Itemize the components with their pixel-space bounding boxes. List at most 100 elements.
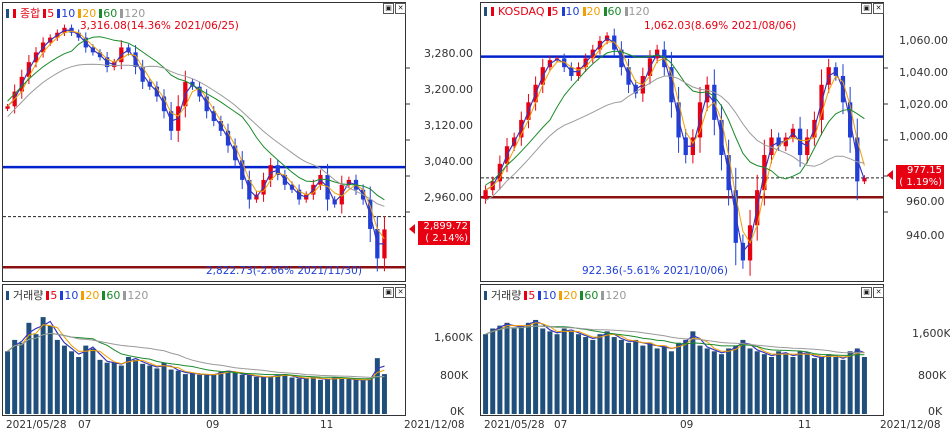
volume-bar — [626, 342, 632, 414]
volume-bar — [282, 374, 288, 414]
volume-bar — [597, 334, 603, 414]
volume-bar — [718, 354, 724, 414]
low-annotation: 2,822.73(-2.66% 2021/11/30) — [206, 265, 362, 277]
volume-tick: 800K — [918, 369, 947, 382]
legend-title: 거래량 — [491, 289, 522, 302]
ma60-line — [485, 50, 865, 186]
ma10-line — [485, 37, 865, 253]
volume-bar — [211, 374, 217, 414]
legend-ma10: 10 — [61, 6, 76, 20]
volume-bar — [168, 369, 174, 414]
price-tick: 1,060.00 — [899, 34, 948, 47]
volume-bar — [232, 372, 238, 414]
volume-tick: 0K — [928, 405, 943, 418]
low-annotation: 922.36(-5.61% 2021/10/06) — [582, 265, 728, 277]
x-label: 2021/12/08 — [880, 419, 941, 431]
x-label: 2021/12/08 — [404, 419, 465, 431]
legend-ma5: 5 — [528, 288, 536, 302]
volume-bar — [733, 345, 739, 414]
price-tick: 960.00 — [906, 195, 945, 208]
volume-bar — [61, 345, 67, 414]
volume-bar — [690, 331, 696, 414]
legend-ma60: 60 — [607, 5, 622, 18]
legend-ma20: 20 — [563, 288, 578, 302]
volume-bar — [654, 348, 660, 414]
left-price-legend: 종합 5 10 20 60 120 — [6, 5, 145, 21]
right-volume-legend: 거래량 5 10 20 60 120 — [484, 287, 626, 303]
volume-bar — [47, 325, 53, 414]
volume-bar — [296, 378, 302, 414]
volume-bar — [790, 357, 796, 414]
volume-bar — [511, 328, 517, 414]
volume-bar — [840, 359, 846, 414]
legend-ma120: 120 — [124, 6, 146, 20]
last-change-badge: ( 1.19%) — [896, 177, 944, 189]
volume-bar — [804, 354, 810, 414]
legend-ma120: 120 — [628, 5, 650, 18]
last-price-marker — [887, 170, 893, 180]
volume-bar — [783, 354, 789, 414]
volume-bar — [261, 377, 267, 414]
volume-bar — [568, 331, 574, 414]
volume-bar — [583, 337, 589, 414]
maximize-icon[interactable]: ▣ — [383, 3, 394, 14]
close-icon[interactable]: ✕ — [395, 287, 406, 298]
legend-ma120: 120 — [605, 288, 627, 302]
volume-bar — [26, 322, 32, 414]
volume-bar — [332, 377, 338, 414]
candle-body — [5, 106, 10, 109]
volume-bar — [490, 328, 496, 414]
volume-bar — [360, 380, 366, 414]
volume-bar — [854, 348, 860, 414]
volume-bar — [275, 375, 281, 414]
volume-bar — [540, 328, 546, 414]
maximize-icon[interactable]: ▣ — [861, 3, 872, 14]
last-price-marker — [409, 224, 415, 234]
volume-bar — [317, 379, 323, 414]
legend-ma60: 60 — [584, 288, 599, 302]
volume-bar — [704, 348, 710, 414]
right-volume-frame — [480, 284, 884, 416]
volume-bar — [726, 348, 732, 414]
price-tick: 3,120.00 — [424, 119, 473, 132]
volume-bar — [833, 357, 839, 414]
close-icon[interactable]: ✕ — [873, 3, 884, 14]
volume-bar — [175, 370, 181, 414]
legend-title: 거래량 — [13, 289, 44, 302]
maximize-icon[interactable]: ▣ — [383, 287, 394, 298]
left-chart-panel: 종합 5 10 20 60 120 ▣ ✕ 거래량 5 10 20 60 120… — [0, 0, 473, 434]
volume-bar — [761, 354, 767, 414]
volume-bar — [668, 351, 674, 414]
volume-bar — [19, 342, 25, 414]
maximize-icon[interactable]: ▣ — [861, 287, 872, 298]
volume-bar — [189, 372, 195, 414]
volume-bar — [554, 334, 560, 414]
volume-tick: 0K — [450, 405, 465, 418]
volume-bar — [683, 339, 689, 414]
legend-ma60: 60 — [103, 6, 118, 20]
volume-bar — [618, 339, 624, 414]
volume-bar — [847, 351, 853, 414]
volume-ma20-line — [485, 322, 865, 358]
volume-bar — [754, 351, 760, 414]
volume-bar — [197, 374, 203, 414]
x-label: 07 — [554, 419, 568, 431]
volume-bar — [147, 365, 153, 414]
x-label: 11 — [320, 419, 334, 431]
volume-bar — [111, 362, 117, 414]
volume-bar — [76, 357, 82, 414]
legend-ma10: 10 — [64, 288, 79, 302]
x-label: 09 — [680, 419, 694, 431]
close-icon[interactable]: ✕ — [873, 287, 884, 298]
close-icon[interactable]: ✕ — [395, 3, 406, 14]
legend-ma20: 20 — [82, 6, 97, 20]
ma20-line — [7, 30, 385, 240]
volume-bar — [768, 357, 775, 414]
volume-tick: 1,600K — [434, 331, 473, 344]
right-chart-panel: KOSDAQ 5 10 20 60 120 ▣ ✕ 거래량 5 10 20 60… — [478, 0, 950, 434]
x-label: 2021/05/28 — [484, 419, 545, 431]
ma10-line — [7, 29, 385, 245]
volume-bar — [310, 376, 316, 414]
volume-bar — [533, 319, 539, 414]
volume-bar — [182, 374, 188, 414]
